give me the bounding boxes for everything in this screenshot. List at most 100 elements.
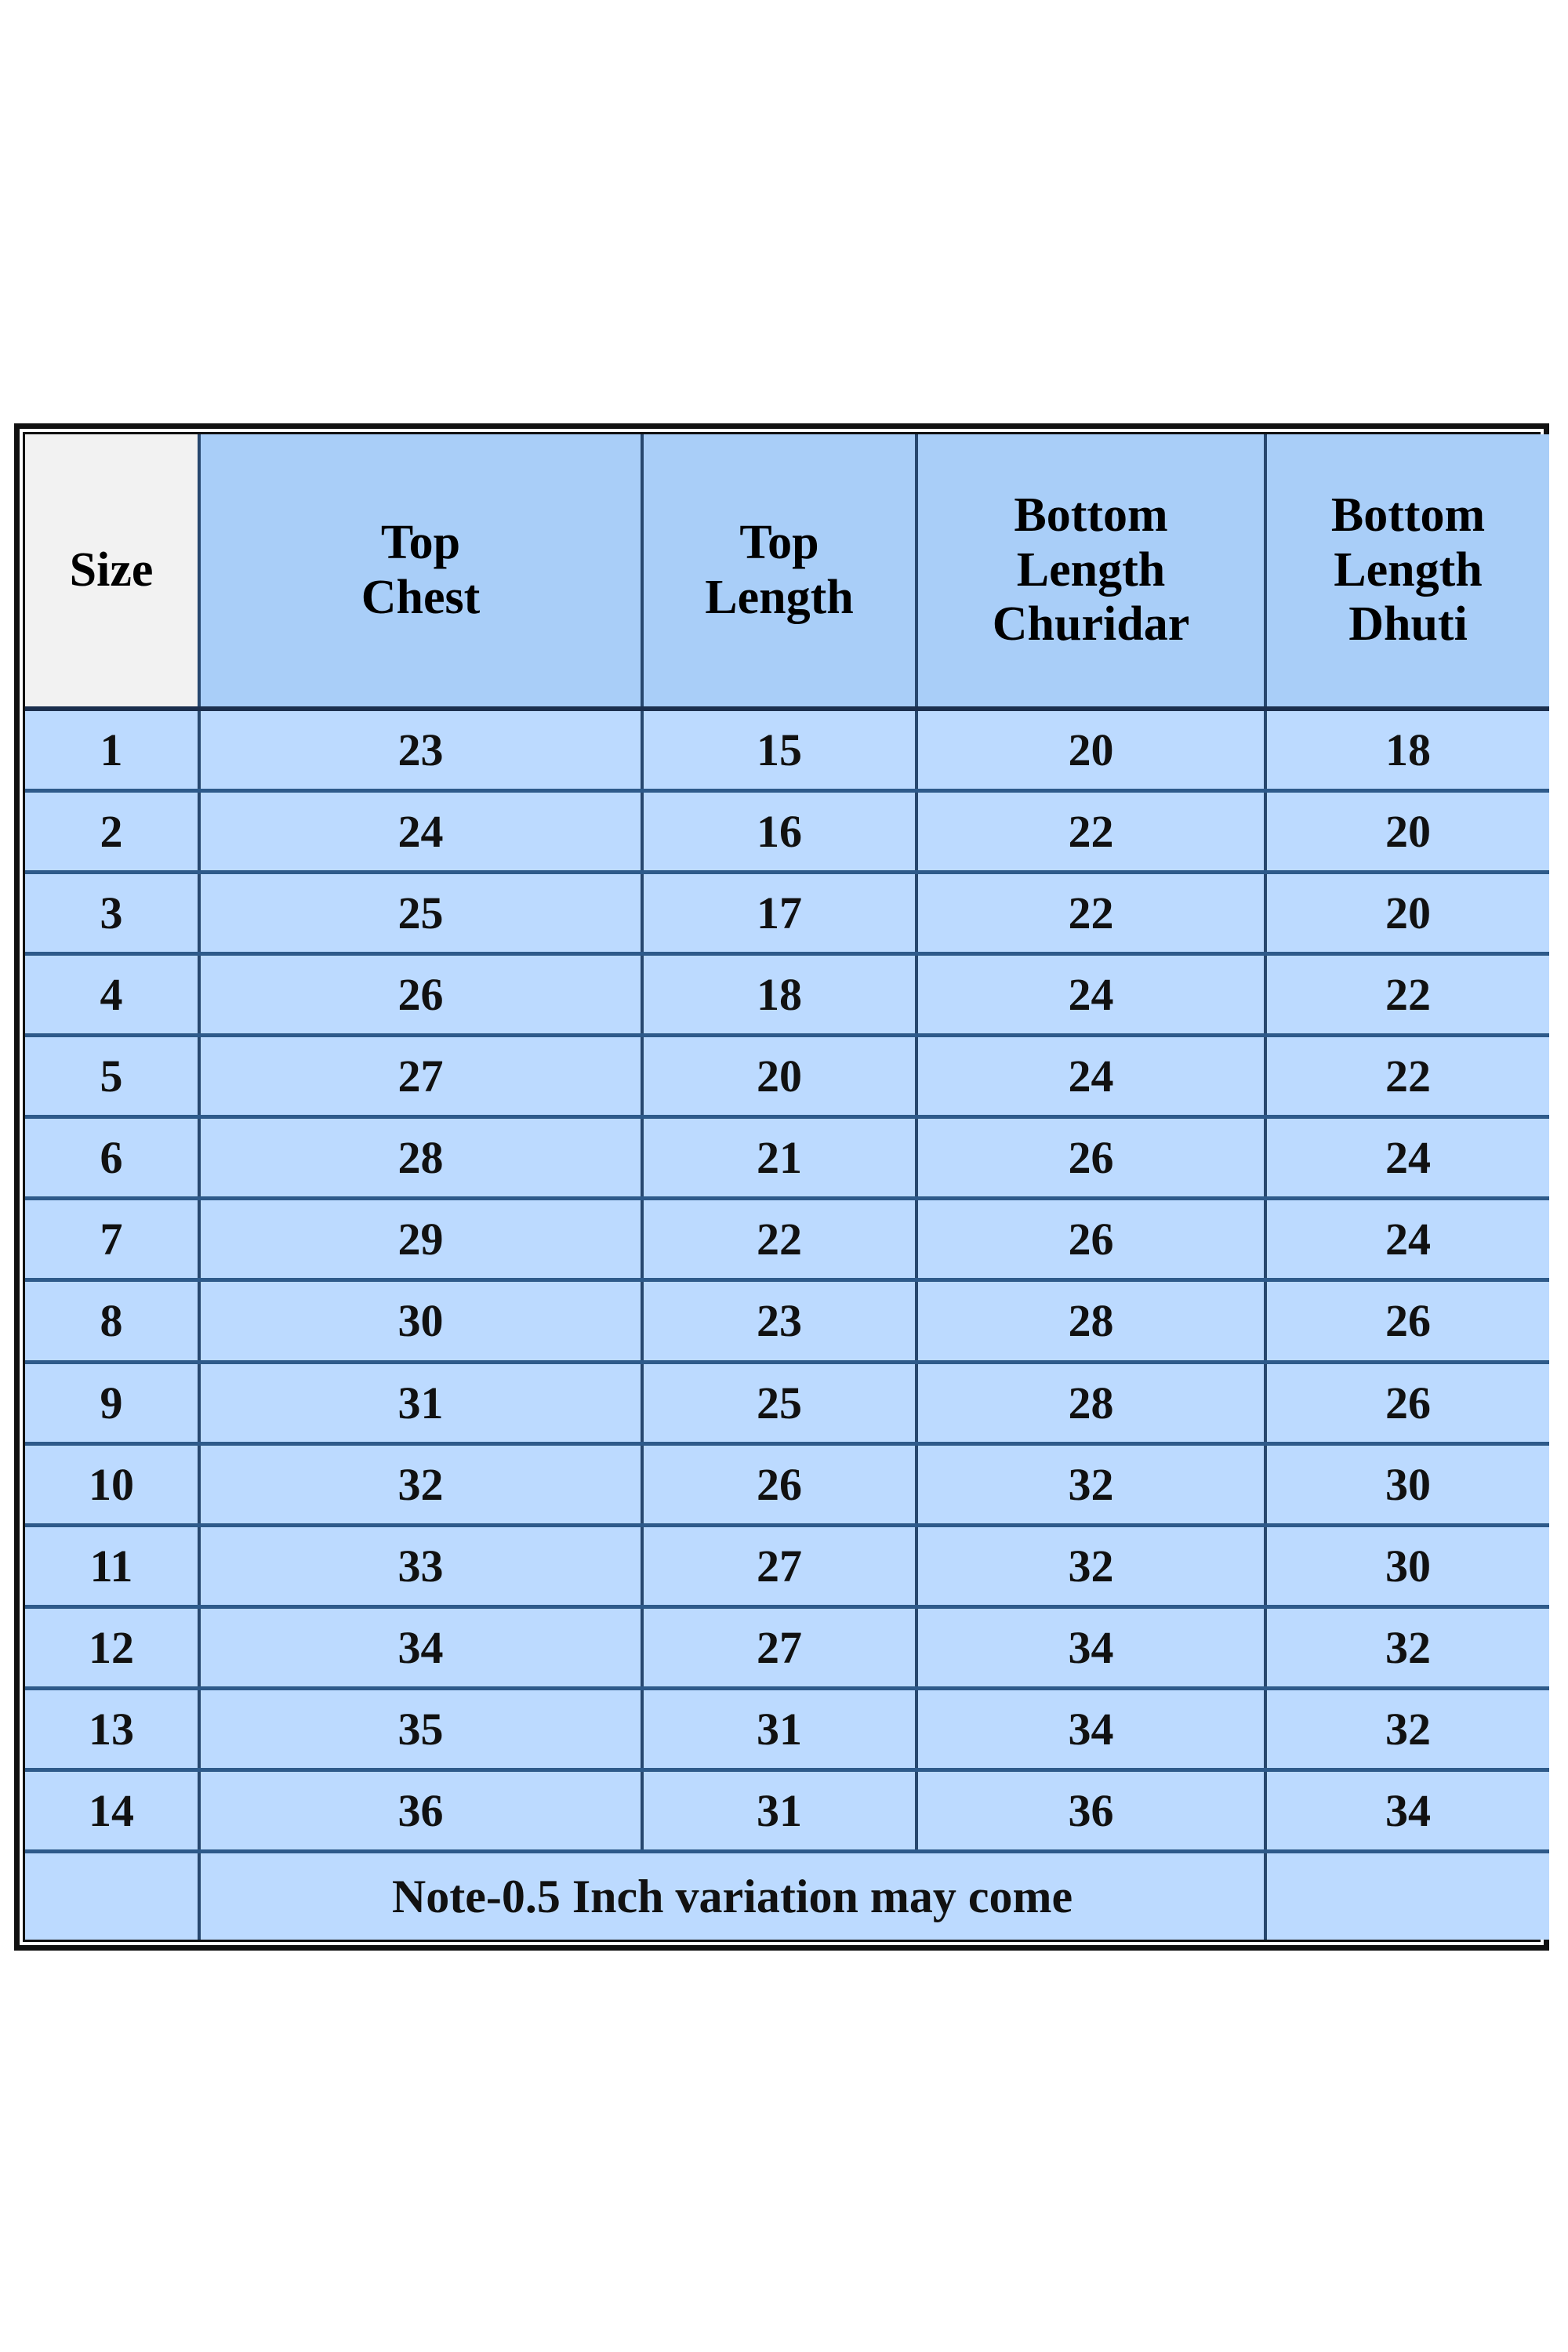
table-row: 2 24 16 22 20 bbox=[25, 790, 1549, 874]
cell-tlen: 16 bbox=[642, 790, 918, 874]
cell-churi: 34 bbox=[916, 1688, 1267, 1773]
cell-size: 7 bbox=[25, 1198, 201, 1283]
cell-chest: 33 bbox=[199, 1525, 644, 1609]
table-row: 5 27 20 24 22 bbox=[25, 1035, 1549, 1120]
cell-tlen: 17 bbox=[642, 872, 918, 956]
cell-dhuti: 26 bbox=[1265, 1362, 1549, 1446]
cell-churi: 20 bbox=[916, 709, 1267, 793]
cell-chest: 35 bbox=[199, 1688, 644, 1773]
column-header-top-length: Top Length bbox=[642, 434, 918, 711]
header-label-top-length-line2: Length bbox=[705, 570, 854, 624]
cell-churi: 22 bbox=[916, 790, 1267, 874]
cell-chest: 26 bbox=[199, 953, 644, 1038]
cell-chest: 32 bbox=[199, 1443, 644, 1527]
cell-chest: 28 bbox=[199, 1116, 644, 1201]
cell-churi: 24 bbox=[916, 1035, 1267, 1120]
cell-dhuti: 30 bbox=[1265, 1525, 1549, 1609]
header-label-top-chest-line1: Top bbox=[380, 516, 461, 570]
table-row: 1 23 15 20 18 bbox=[25, 709, 1549, 793]
table-row: 7 29 22 26 24 bbox=[25, 1198, 1549, 1283]
cell-chest: 36 bbox=[199, 1769, 644, 1854]
cell-size: 12 bbox=[25, 1606, 201, 1691]
cell-tlen: 27 bbox=[642, 1525, 918, 1609]
column-header-top-chest: Top Chest bbox=[199, 434, 644, 711]
cell-dhuti: 24 bbox=[1265, 1116, 1549, 1201]
cell-churi: 24 bbox=[916, 953, 1267, 1038]
table-body: 1 23 15 20 18 2 24 16 22 20 3 25 17 22 20 4 26 18 24 22 5 27 2… bbox=[25, 709, 1549, 1940]
table-row: 10 32 26 32 30 bbox=[25, 1443, 1549, 1527]
cell-tlen: 18 bbox=[642, 953, 918, 1038]
note-row-size-blank bbox=[25, 1851, 201, 1940]
cell-size: 1 bbox=[25, 709, 201, 793]
header-label-dhuti-line1: Bottom bbox=[1330, 488, 1486, 543]
column-header-bottom-length-churidar: Bottom Length Churidar bbox=[916, 434, 1267, 711]
cell-tlen: 23 bbox=[642, 1279, 918, 1364]
cell-size: 5 bbox=[25, 1035, 201, 1120]
cell-size: 10 bbox=[25, 1443, 201, 1527]
cell-dhuti: 34 bbox=[1265, 1769, 1549, 1854]
cell-chest: 31 bbox=[199, 1362, 644, 1446]
cell-size: 2 bbox=[25, 790, 201, 874]
cell-dhuti: 20 bbox=[1265, 790, 1549, 874]
table-row: 3 25 17 22 20 bbox=[25, 872, 1549, 956]
cell-churi: 22 bbox=[916, 872, 1267, 956]
header-label-dhuti-line2: Length bbox=[1334, 543, 1483, 597]
cell-chest: 29 bbox=[199, 1198, 644, 1283]
cell-dhuti: 26 bbox=[1265, 1279, 1549, 1364]
cell-churi: 28 bbox=[916, 1279, 1267, 1364]
cell-tlen: 25 bbox=[642, 1362, 918, 1446]
note-row-trailing-blank bbox=[1265, 1851, 1549, 1940]
table-row: 14 36 31 36 34 bbox=[25, 1769, 1549, 1854]
header-label-churidar-line2: Length bbox=[1016, 543, 1166, 597]
header-row: Size Top Chest Top Length Bottom Lengt bbox=[25, 434, 1549, 711]
cell-chest: 25 bbox=[199, 872, 644, 956]
cell-tlen: 22 bbox=[642, 1198, 918, 1283]
header-label-dhuti-line3: Dhuti bbox=[1348, 597, 1468, 652]
cell-size: 9 bbox=[25, 1362, 201, 1446]
header-label-churidar-line1: Bottom bbox=[1014, 488, 1168, 543]
header-label-top-chest-line2: Chest bbox=[361, 570, 481, 624]
cell-churi: 26 bbox=[916, 1198, 1267, 1283]
size-chart-inner-border: Size Top Chest Top Length Bottom Lengt bbox=[23, 432, 1549, 1942]
cell-size: 11 bbox=[25, 1525, 201, 1609]
header-label-top-length-line1: Top bbox=[739, 516, 819, 570]
cell-tlen: 31 bbox=[642, 1688, 918, 1773]
cell-churi: 28 bbox=[916, 1362, 1267, 1446]
cell-tlen: 27 bbox=[642, 1606, 918, 1691]
header-label-size: Size bbox=[69, 543, 154, 597]
cell-tlen: 21 bbox=[642, 1116, 918, 1201]
cell-dhuti: 32 bbox=[1265, 1688, 1549, 1773]
note-text: Note-0.5 Inch variation may come bbox=[199, 1851, 1267, 1940]
size-chart-frame: Size Top Chest Top Length Bottom Lengt bbox=[14, 423, 1549, 1951]
cell-chest: 23 bbox=[199, 709, 644, 793]
table-row: 11 33 27 32 30 bbox=[25, 1525, 1549, 1609]
size-chart-table: Size Top Chest Top Length Bottom Lengt bbox=[25, 434, 1549, 1940]
cell-dhuti: 32 bbox=[1265, 1606, 1549, 1691]
cell-dhuti: 24 bbox=[1265, 1198, 1549, 1283]
cell-chest: 27 bbox=[199, 1035, 644, 1120]
table-row: 12 34 27 34 32 bbox=[25, 1606, 1549, 1691]
table-row: 8 30 23 28 26 bbox=[25, 1279, 1549, 1364]
cell-tlen: 31 bbox=[642, 1769, 918, 1854]
cell-dhuti: 18 bbox=[1265, 709, 1549, 793]
cell-size: 8 bbox=[25, 1279, 201, 1364]
table-row: 9 31 25 28 26 bbox=[25, 1362, 1549, 1446]
cell-chest: 30 bbox=[199, 1279, 644, 1364]
header-label-churidar-line3: Churidar bbox=[992, 597, 1190, 652]
cell-dhuti: 22 bbox=[1265, 953, 1549, 1038]
cell-churi: 34 bbox=[916, 1606, 1267, 1691]
cell-dhuti: 30 bbox=[1265, 1443, 1549, 1527]
column-header-bottom-length-dhuti: Bottom Length Dhuti bbox=[1265, 434, 1549, 711]
cell-chest: 24 bbox=[199, 790, 644, 874]
cell-tlen: 15 bbox=[642, 709, 918, 793]
cell-dhuti: 20 bbox=[1265, 872, 1549, 956]
table-header: Size Top Chest Top Length Bottom Lengt bbox=[25, 434, 1549, 711]
note-row: Note-0.5 Inch variation may come bbox=[25, 1851, 1549, 1940]
cell-size: 3 bbox=[25, 872, 201, 956]
table-row: 13 35 31 34 32 bbox=[25, 1688, 1549, 1773]
cell-tlen: 26 bbox=[642, 1443, 918, 1527]
cell-chest: 34 bbox=[199, 1606, 644, 1691]
cell-size: 13 bbox=[25, 1688, 201, 1773]
cell-size: 14 bbox=[25, 1769, 201, 1854]
